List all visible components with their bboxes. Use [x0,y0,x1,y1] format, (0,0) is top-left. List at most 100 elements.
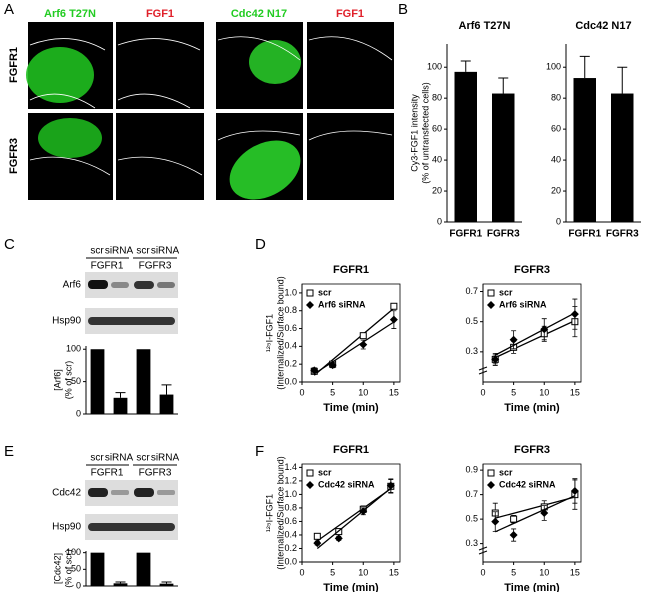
blot-row-label: Hsp90 [52,522,81,533]
y-tick-label: 0.2 [284,543,297,553]
y-axis-label: ¹²⁵I-FGF1 [264,314,274,352]
y-tick-label: 1.0 [284,287,297,297]
marker [359,340,368,349]
image [116,22,204,109]
marker [334,534,343,543]
bar [454,71,477,222]
image-label: Cdc42 N17 [231,8,287,20]
marker [540,509,549,517]
axis-break [478,366,488,375]
y-tick-label: 100 [66,344,81,354]
marker [310,366,319,375]
x-tick-label: 5 [511,387,516,397]
x-tick-label: 5 [511,567,516,577]
x-tick-label: 0 [480,387,485,397]
bar [159,394,174,414]
marker [359,507,368,516]
band [134,281,154,289]
legend-marker [306,301,314,309]
panel-label: A [4,1,14,18]
group-label: FGFR1 [91,468,124,479]
x-tick-label: FGFR3 [606,229,639,240]
bar [159,583,174,586]
chart-title: FGFR3 [514,264,550,276]
row-label: FGFR3 [8,138,20,174]
y-axis-label: (% of untransfected cells) [420,82,430,184]
row-label: FGFR1 [8,47,20,83]
error-bar [161,581,172,584]
error-bar [115,392,126,398]
marker [328,361,337,370]
bar [113,583,128,586]
y-tick-label: 50 [71,376,81,386]
fit-line [494,320,576,359]
panel-label: D [255,236,266,253]
lane-label: scr [136,453,150,464]
image [116,113,204,200]
legend-label: scr [499,287,513,297]
legend-label: Cdc42 siRNA [318,479,375,489]
error-bar [579,55,590,79]
band [88,317,175,325]
y-tick-label: 0 [556,216,561,226]
x-tick-label: FGFR3 [487,229,520,240]
marker [570,486,579,495]
group-label: FGFR1 [91,261,124,272]
y-tick-label: 0.4 [284,341,297,351]
lane-label: siRNA [105,453,134,464]
band [157,282,175,288]
y-tick-label: 40 [551,154,561,164]
legend-label: scr [318,287,332,297]
y-axis-label: Cy3-FGF1 intensity [409,94,419,172]
marker [509,531,518,540]
marker [509,335,518,344]
panel-label: C [4,236,15,253]
bar [611,93,634,223]
y-tick-label: 1.2 [284,475,297,485]
band [88,280,108,289]
lane-label: siRNA [151,246,180,257]
image [307,22,394,109]
y-tick-label: 0.0 [284,556,297,566]
y-tick-label: 0.9 [465,465,478,475]
legend-marker [306,469,314,477]
bar [136,552,151,586]
band [88,488,108,497]
legend-marker [306,289,314,297]
y-tick-label: 0 [437,216,442,226]
plot-frame [482,283,582,383]
x-axis-label: Time (min) [323,402,379,414]
chart-title: FGFR3 [514,444,550,456]
group-label: FGFR3 [139,468,172,479]
y-tick-label: 0.2 [284,359,297,369]
x-tick-label: 0 [299,567,304,577]
y-tick-label: 80 [551,93,561,103]
legend-marker [487,469,495,477]
y-tick-label: 0.6 [284,516,297,526]
y-tick-label: 0.8 [284,305,297,315]
y-tick-label: 0.4 [284,529,297,539]
y-tick-label: 0 [76,408,81,418]
blot-row-label: Cdc42 [52,488,81,499]
error-bar [617,66,628,94]
marker [313,532,321,540]
legend-marker [487,481,495,489]
fit-line [495,496,576,519]
x-axis-label: Time (min) [504,582,560,592]
y-tick-label: 20 [432,185,442,195]
y-axis-label: ¹²⁵I-FGF1 [264,494,274,532]
chart-title: Arf6 T27N [459,20,511,32]
group-label: FGFR3 [139,261,172,272]
legend-label: Arf6 siRNA [318,299,366,309]
marker [491,355,500,364]
x-tick-label: 15 [389,387,399,397]
legend-label: scr [499,467,513,477]
image-label: FGF1 [336,8,364,20]
legend-label: Arf6 siRNA [499,299,547,309]
legend-marker [306,481,314,489]
y-tick-label: 0.5 [465,316,478,326]
error-bar [498,77,509,94]
blot-row-label: Hsp90 [52,316,81,327]
x-tick-label: 10 [358,387,368,397]
